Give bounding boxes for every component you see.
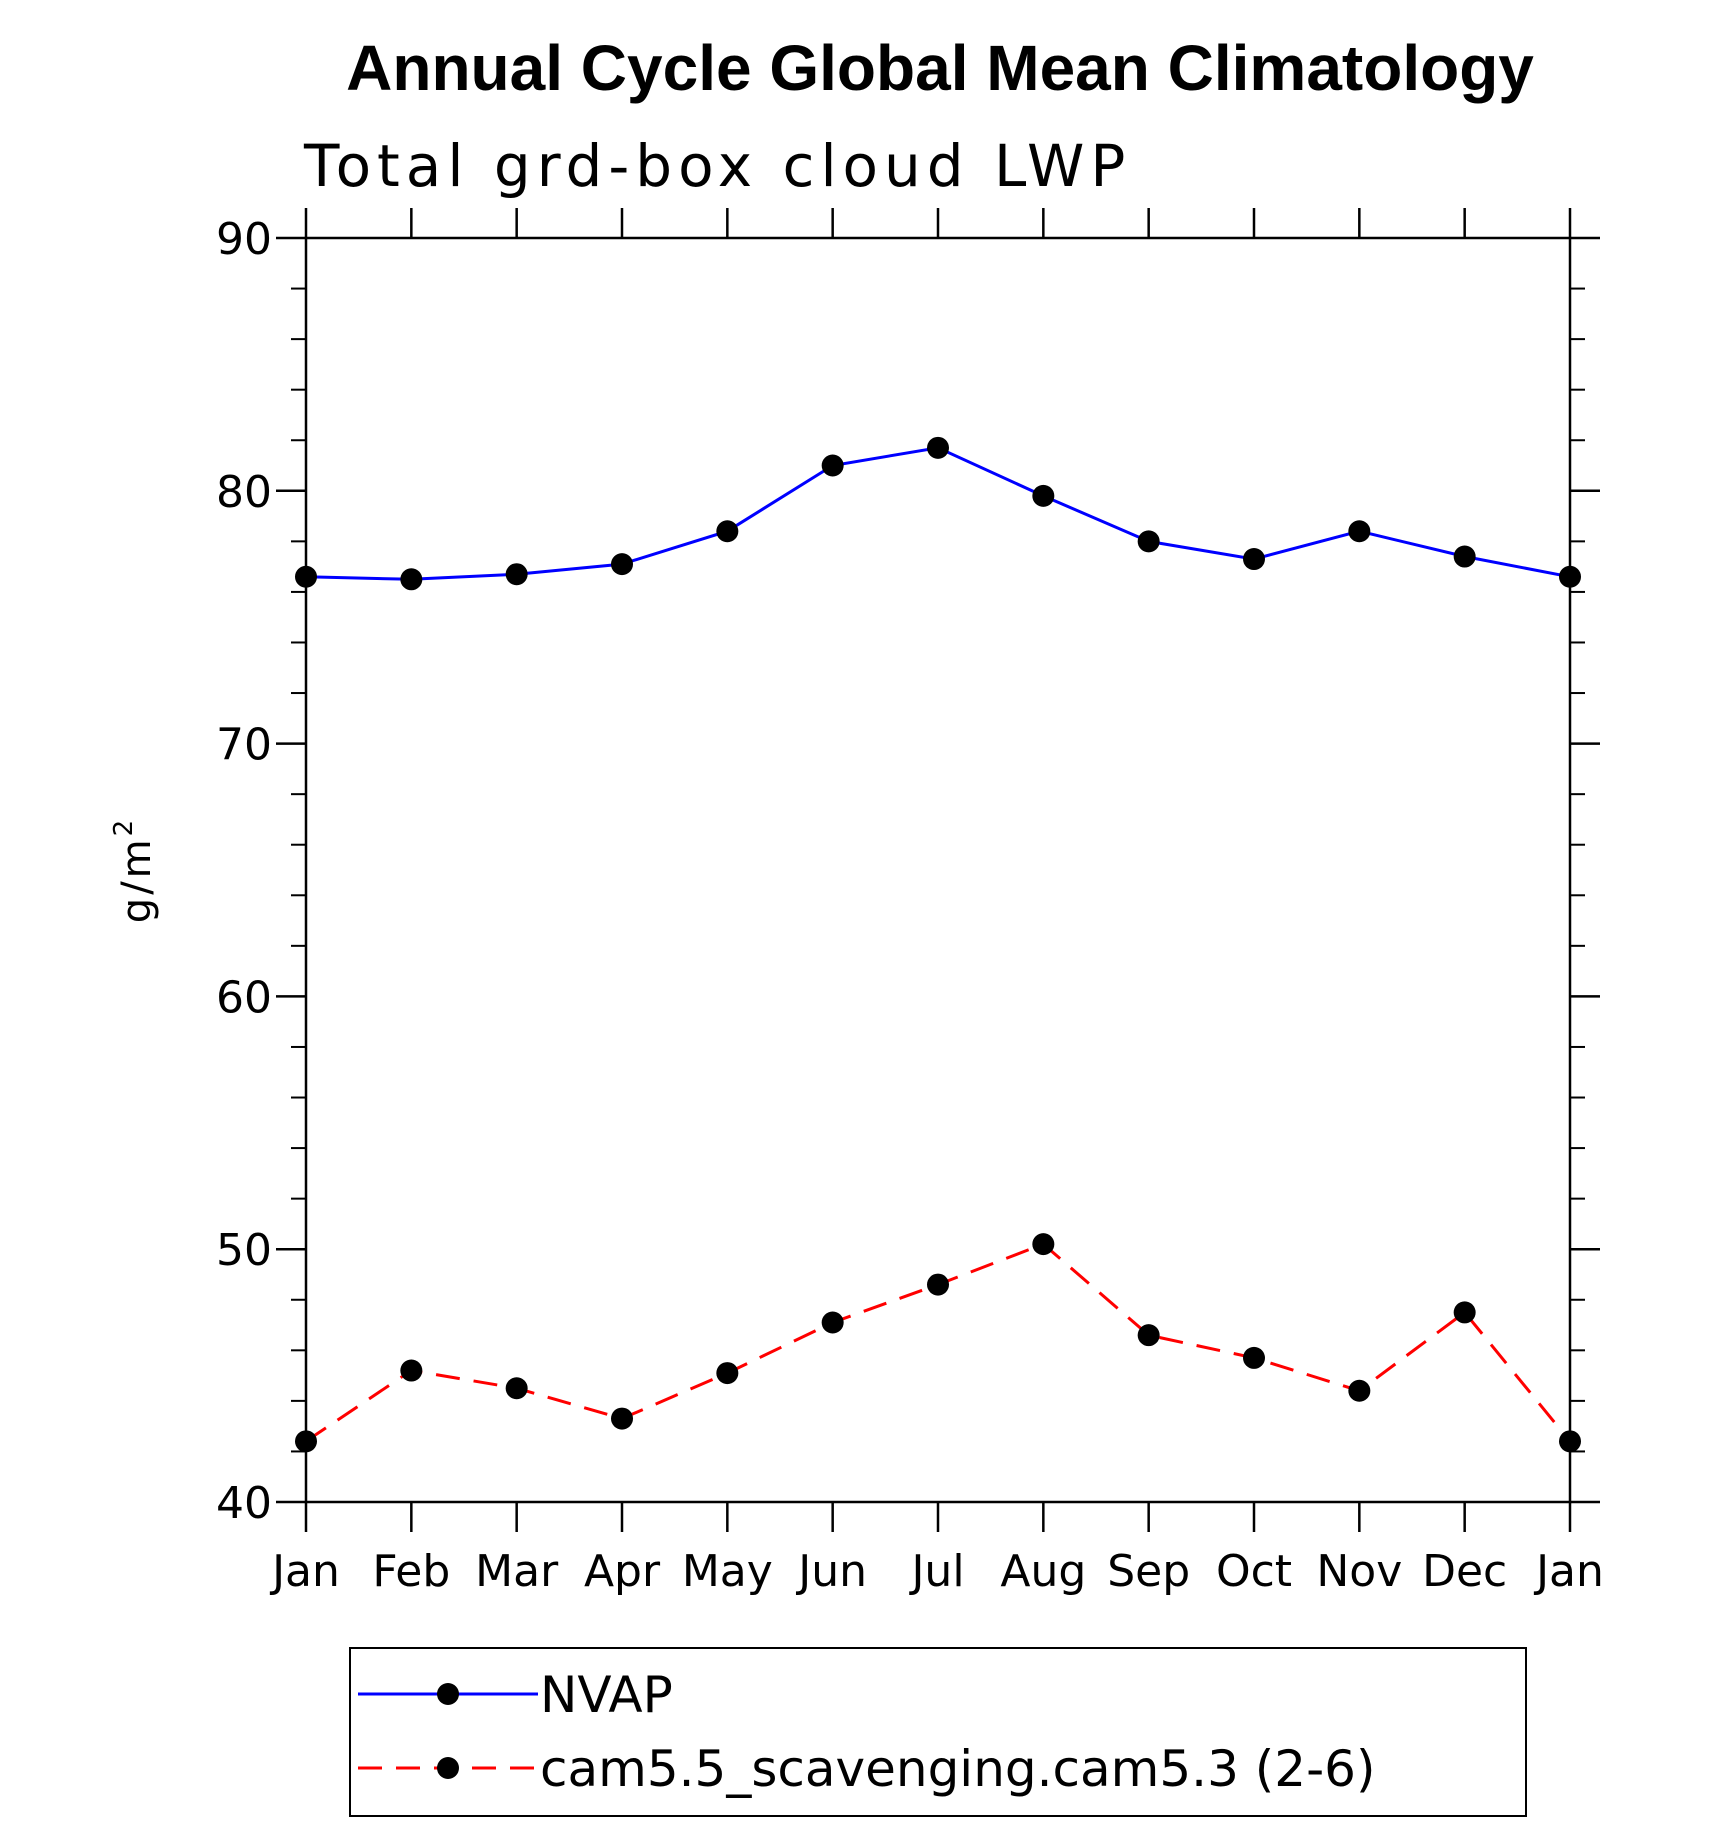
x-tick-label: May (682, 1546, 773, 1597)
x-tick-label: Jun (795, 1546, 867, 1597)
series-line (305, 446, 1571, 581)
chart-subtitle: Total grd-box cloud LWP (303, 132, 1131, 200)
plot-area-border (304, 236, 1572, 1504)
x-tick-label: Aug (1000, 1546, 1086, 1597)
legend-marker-nvap (437, 1683, 459, 1705)
plot-frame (304, 236, 1572, 1504)
data-point (1137, 1324, 1160, 1347)
y-tick-label: 80 (216, 467, 272, 518)
data-point (1559, 565, 1581, 588)
data-point (295, 565, 317, 588)
axis-ticks (276, 208, 1600, 1532)
data-point (1032, 484, 1055, 507)
x-tick-label: Dec (1422, 1546, 1507, 1597)
x-tick-label: Mar (475, 1546, 559, 1597)
x-tick-label: Jan (269, 1546, 340, 1597)
data-point (611, 1407, 633, 1430)
data-point (716, 520, 739, 543)
data-point (1032, 1233, 1055, 1256)
x-tick-label: Jul (908, 1546, 964, 1597)
x-axis-tick-labels: Jan Feb Mar Apr May Jun Jul Aug Sep Oct Nov Dec Jan (269, 1546, 1604, 1597)
data-point (400, 568, 423, 591)
data-point (505, 563, 528, 586)
data-point (716, 1362, 739, 1385)
data-point (1453, 1301, 1476, 1324)
chart-title: Annual Cycle Global Mean Climatology (346, 32, 1534, 104)
legend-label-cam5: cam5.5_scavenging.cam5.3 (2-6) (540, 1740, 1375, 1798)
legend: NVAP cam5.5_scavenging.cam5.3 (2-6) (349, 1647, 1527, 1817)
data-point (1453, 545, 1476, 568)
y-axis-label: g/m2 (109, 817, 160, 923)
data-point (927, 1273, 949, 1296)
x-tick-label: Apr (584, 1546, 661, 1597)
y-axis-label-unit: g/m (114, 836, 160, 923)
series-cam5 (295, 1233, 1581, 1453)
x-tick-label: Feb (372, 1546, 450, 1597)
x-tick-label: Oct (1216, 1546, 1292, 1597)
x-tick-label: Sep (1107, 1546, 1190, 1597)
data-point (1243, 1346, 1265, 1369)
data-point (1348, 1379, 1371, 1402)
series-group (295, 436, 1581, 1453)
data-point (821, 454, 844, 477)
data-point (821, 1311, 844, 1334)
data-point (927, 436, 949, 459)
y-tick-label: 60 (216, 972, 272, 1023)
series-nvap (295, 436, 1581, 591)
data-point (1243, 548, 1265, 571)
legend-label-nvap: NVAP (540, 1666, 673, 1724)
y-tick-label: 40 (216, 1478, 272, 1529)
data-point (1137, 530, 1160, 553)
data-point (1559, 1430, 1581, 1453)
x-tick-label: Jan (1533, 1546, 1604, 1597)
y-axis-label-exponent: 2 (109, 817, 139, 837)
y-axis-tick-labels: 40 50 60 70 80 90 (216, 214, 272, 1529)
x-tick-label: Nov (1316, 1546, 1402, 1597)
data-point (295, 1430, 317, 1453)
data-point (400, 1359, 423, 1382)
y-tick-label: 50 (216, 1225, 272, 1276)
legend-box (349, 1647, 1527, 1817)
y-tick-label: 70 (216, 720, 272, 771)
data-point (611, 553, 633, 576)
data-point (1348, 520, 1371, 543)
data-point (505, 1377, 528, 1400)
y-tick-label: 90 (216, 214, 272, 265)
legend-marker-cam5 (437, 1757, 459, 1779)
